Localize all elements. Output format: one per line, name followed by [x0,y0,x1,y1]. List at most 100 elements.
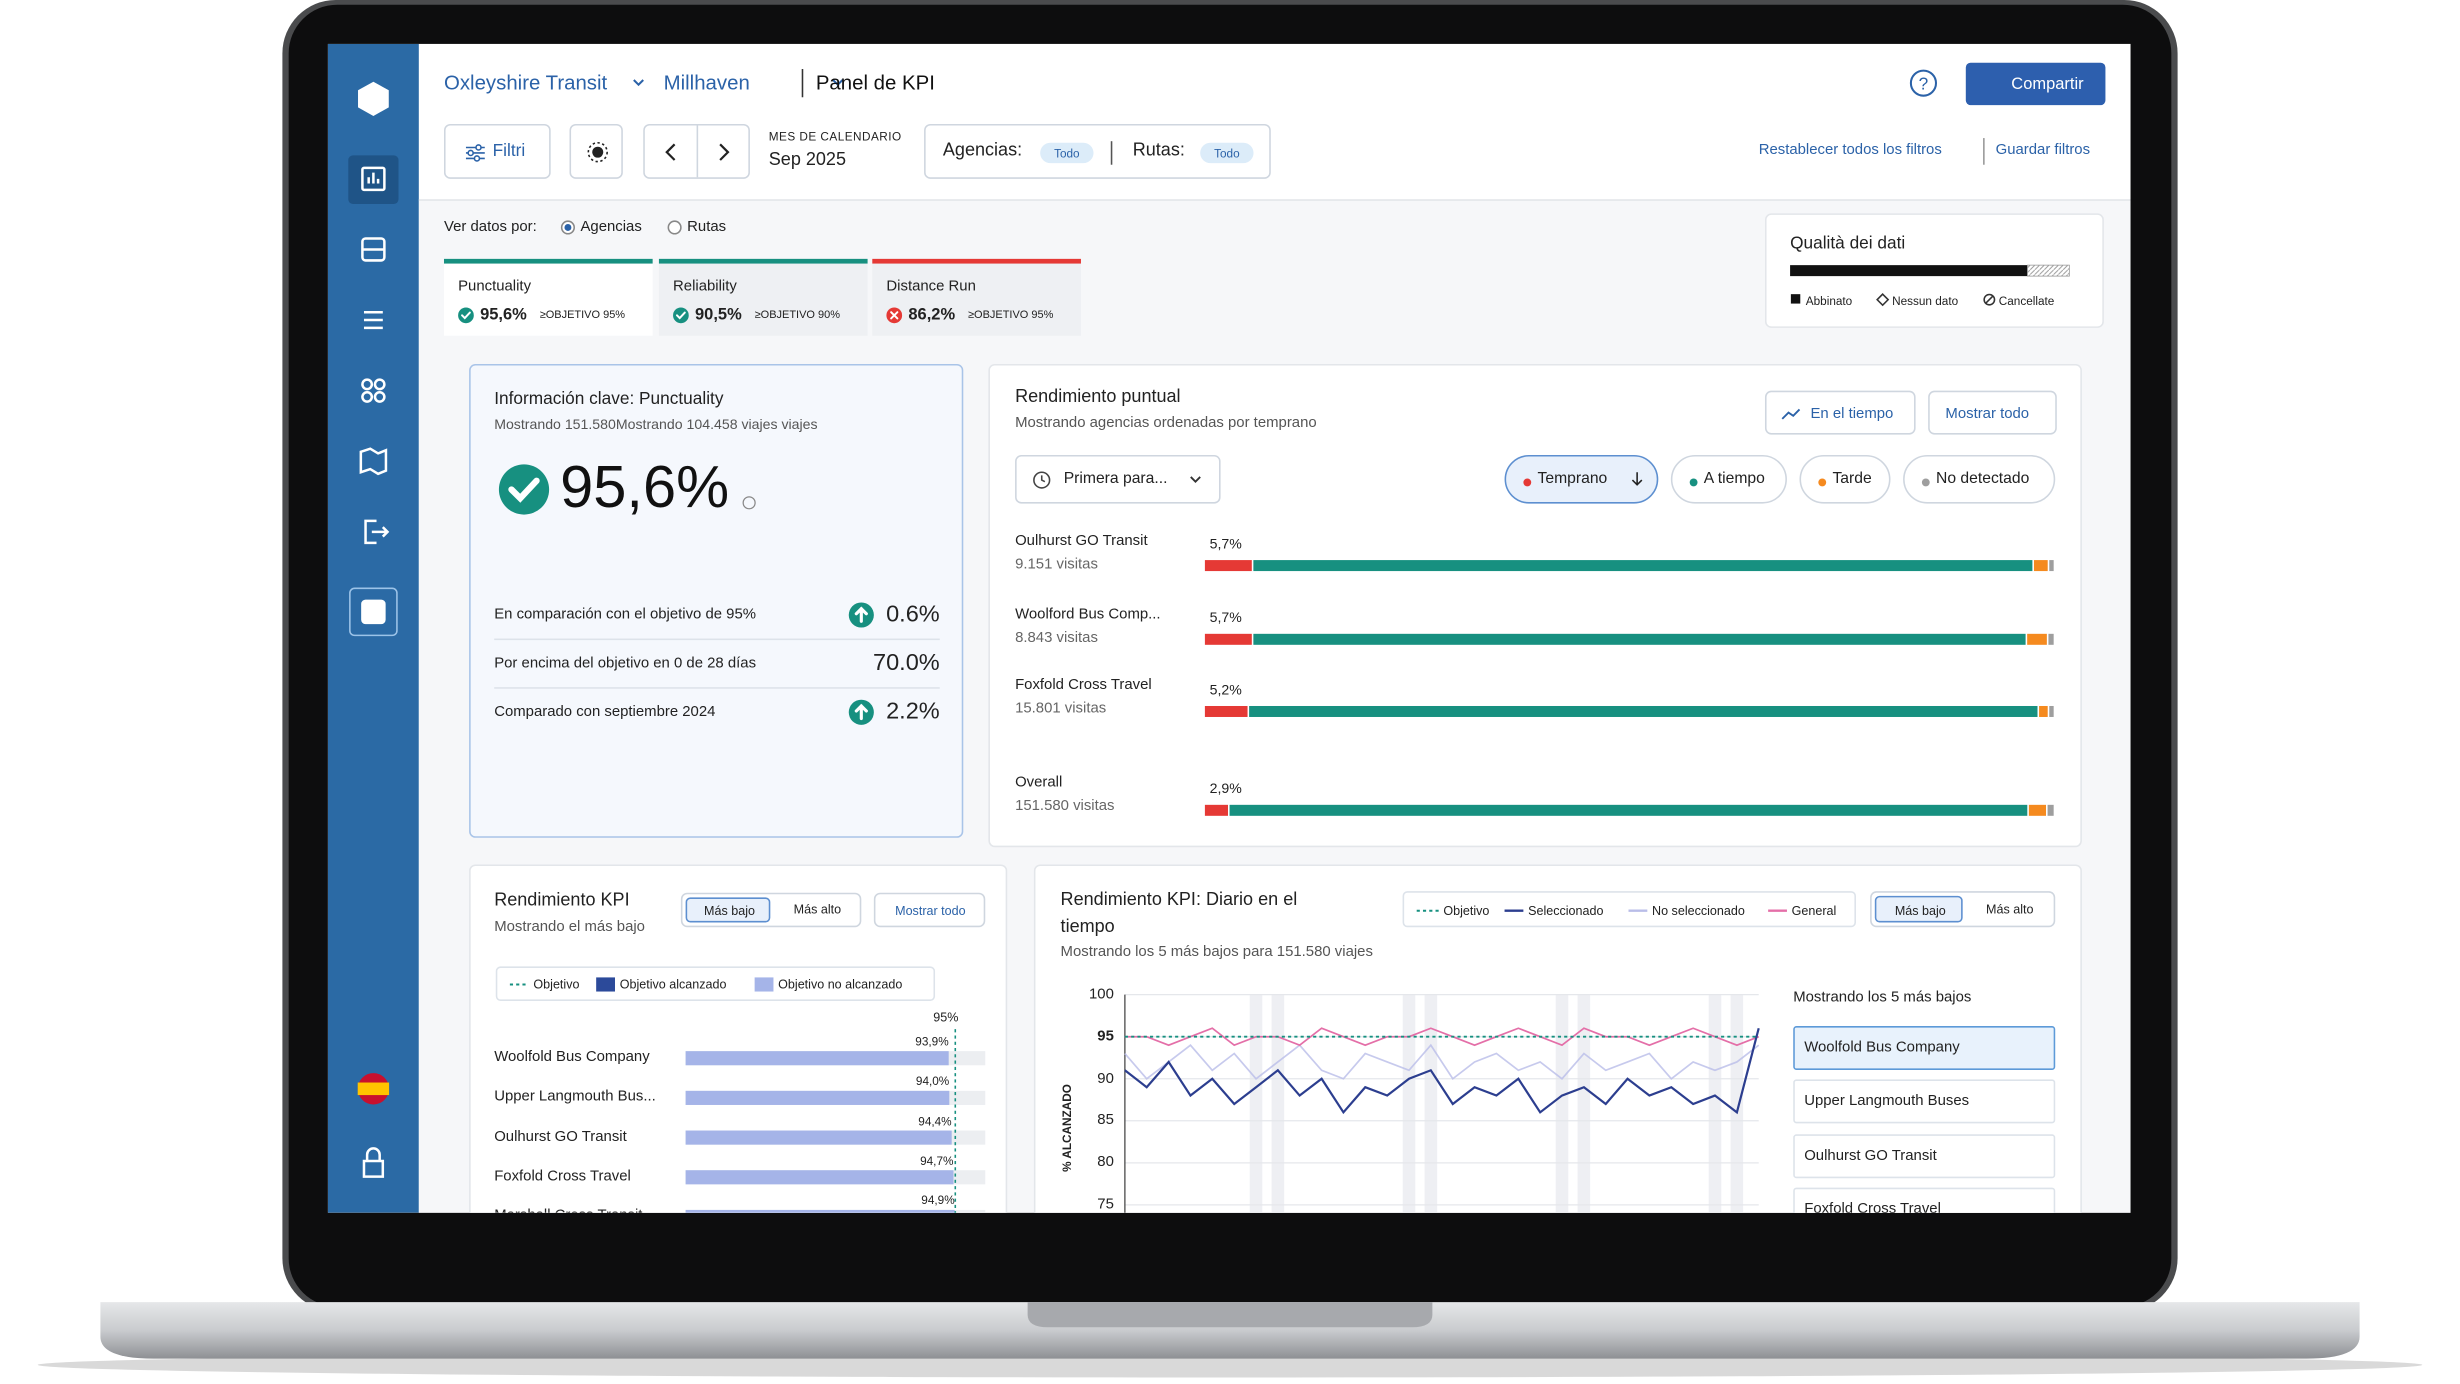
stacked-bar [1204,633,2054,645]
filter-knob [467,149,474,157]
category-chip[interactable]: A tiempo [1670,454,1787,504]
toggle-option[interactable]: Más alto [1966,896,2054,923]
toggle-option[interactable]: Más bajo [1874,895,1963,923]
kpi-value-label: 94,7% [920,1153,954,1168]
clock [1033,471,1051,489]
chip-dot [1523,477,1532,486]
daily-legend-label: Seleccionado [1528,903,1604,918]
chip-label: A tiempo [1703,470,1765,488]
bar-segment [1253,633,2026,645]
chip-label: No detectado [1935,470,2030,488]
kpi-value-label: 94,4% [918,1114,952,1129]
bar-segment [1204,633,1252,645]
bar-segment [1204,804,1228,816]
punctual-button[interactable]: Mostrar todo [1928,390,2057,435]
agency-list-item[interactable]: Oulhurst GO Transit [1793,1133,2056,1178]
toggle-label: Más alto [793,902,842,917]
agency-name: Marshall Cross Transit [494,1207,642,1213]
save-filters-link[interactable]: Guardar filtros [1995,141,2091,159]
toggle-option[interactable]: Más bajo [685,897,771,923]
category-chip[interactable]: Tarde [1799,454,1891,504]
icon-glyph [461,311,471,320]
comparison-value: 0.6% [886,600,940,628]
tab-name: Reliability [673,278,737,296]
quality-segment [2027,264,2070,277]
category-chip[interactable]: No detectado [1903,454,2056,504]
kpi-bar [685,1051,949,1066]
month-label: MES DE CALENDARIO [768,129,902,144]
kpi-value-label: 94,0% [915,1074,950,1089]
weekend-band [1271,994,1285,1213]
early-label: 5,7% [1209,609,1242,626]
daily-toggle: Más bajo Más alto [1870,891,2056,928]
kpi-show-all[interactable]: Mostrar todo [873,892,986,928]
sort-arrow [1631,472,1643,486]
sun [592,146,604,158]
tab-target: ≥OBJETIVO 95% [967,310,1054,322]
kpi-value-label: 93,9% [915,1034,949,1049]
up-icon [848,602,874,628]
stacked-bar [1204,560,2054,572]
quality-legend-icon [1876,293,1890,307]
agency-list-item[interactable]: Foxfold Cross Travel [1793,1187,2056,1213]
kpi-tab[interactable]: Reliability 90,5% ≥OBJETIVO 90% [658,258,868,336]
early-label: 5,2% [1209,681,1242,698]
early-label: 2,9% [1209,780,1242,797]
tab-value: 86,2% [908,305,956,325]
kpi-card: Rendimiento KPI Mostrando el más bajo Más … [469,864,1008,1213]
icon-bg [673,307,689,324]
toggle-option[interactable]: Más alto [775,897,860,922]
kpi-legend: Objetivo Objetivo alcanzado Objetivo no al… [495,966,936,1001]
agency-list-item[interactable]: Upper Langmouth Buses [1793,1079,2056,1124]
legend-box [754,977,774,992]
agency-name: Woolford Bus Comp... [1015,606,1161,624]
category-chip[interactable]: Temprano [1504,454,1659,504]
daily-card: Rendimiento KPI: Diario en el tiempo Most… [1033,864,2082,1213]
scope-divider [1110,141,1113,165]
reset-filters-link[interactable]: Restablecer todos los filtros [1758,141,1942,159]
stacked-bar [1204,705,2054,717]
filter-button[interactable]: Filtri [443,123,551,179]
sidebar-icons [348,81,399,1178]
kpi-subtitle: Mostrando el más bajo [494,918,645,936]
daily-legend-label: General [1791,903,1837,918]
view-option[interactable]: Agencias [580,218,642,236]
scope-filter[interactable]: Agencias: Todo Rutas: Todo [924,123,1271,179]
weekend-band [1402,994,1416,1213]
radio-dot [564,224,572,231]
kpi-toggle: Más bajo Más alto [680,892,862,928]
legend-slash [1985,295,1994,304]
bar-segment [1204,560,1252,572]
toggle-label: Más bajo [1894,903,1946,918]
bar-segment [2048,633,2054,645]
early-label: 5,7% [1209,535,1242,552]
month-nav [643,123,750,179]
target-label: 95% [933,1010,959,1025]
nav-arrows [665,143,730,161]
agency-visits: 8.843 visitas [1015,629,1098,647]
icon-glyph [854,703,868,721]
bar-segment [2049,705,2054,717]
kpi-tab[interactable]: Punctuality 95,6% ≥OBJETIVO 95% [443,258,653,336]
legend-swatch [509,983,529,986]
daily-legend-label: Objetivo [1443,903,1490,918]
sort-dropdown[interactable]: Primera para... [1015,454,1221,504]
radio [560,220,575,235]
kpi-bar [685,1130,952,1145]
city-selector[interactable]: Millhaven [663,70,750,95]
theme-button[interactable] [569,123,623,179]
row-divider [494,638,940,641]
kpi-tab[interactable]: Distance Run 86,2% ≥OBJETIVO 95% [872,258,1081,336]
view-option[interactable]: Rutas [687,218,727,236]
chevrons [633,79,844,87]
org-selector[interactable]: Oxleyshire Transit [443,70,608,95]
filter-icon [465,144,485,162]
quality-title: Qualità dei dati [1790,234,1906,254]
bar-segment [1204,705,1248,717]
agency-list-item[interactable]: Woolfold Bus Company [1793,1026,2056,1070]
clock-hands [1040,475,1046,483]
punctual-button[interactable]: En el tiempo [1764,390,1916,435]
help-ring [1909,69,1938,97]
share-button[interactable]: Compartir [1965,62,2106,106]
